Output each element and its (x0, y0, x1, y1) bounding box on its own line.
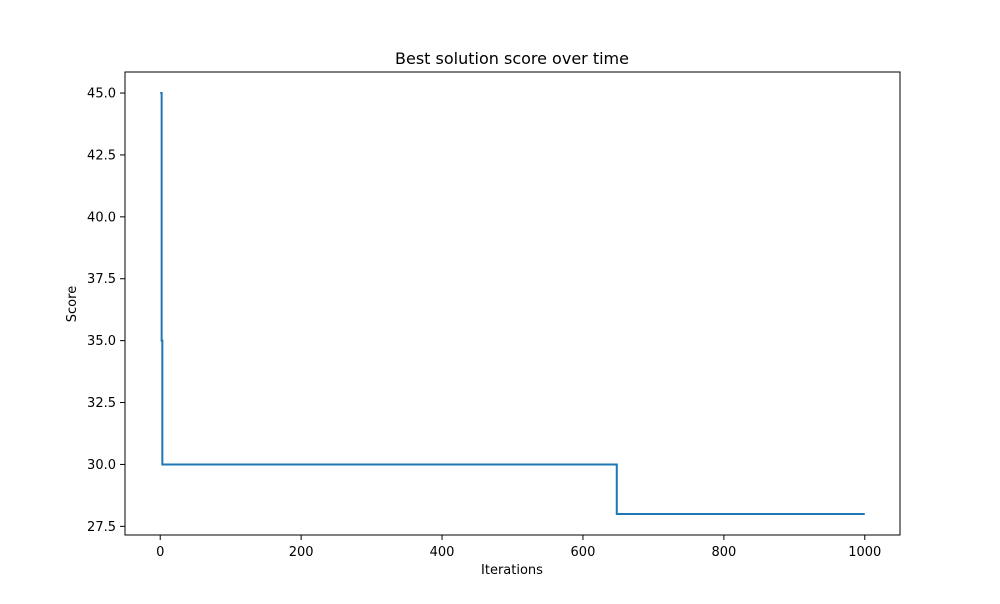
axes-frame (124, 71, 901, 536)
y-axis-label: Score (65, 286, 80, 322)
y-tick-label: 35.0 (87, 334, 116, 349)
x-tick-label: 800 (711, 545, 736, 560)
y-axis-ticks: 27.5 30.0 32.5 35.0 37.5 40.0 42.5 45.0 (87, 87, 125, 535)
plot-area (124, 71, 901, 536)
series-line-0 (160, 92, 865, 515)
chart-title: Best solution score over time (395, 49, 629, 68)
x-tick-label: 600 (571, 545, 596, 560)
x-tick-label: 0 (156, 545, 164, 560)
y-tick-label: 30.0 (87, 458, 116, 473)
x-axis-label: Iterations (481, 563, 543, 578)
y-tick-label: 42.5 (87, 148, 116, 163)
y-tick-label: 27.5 (87, 520, 116, 535)
x-axis-ticks: 0 200 400 600 800 1000 (156, 535, 881, 560)
y-tick-label: 37.5 (87, 272, 116, 287)
y-tick-label: 45.0 (87, 87, 116, 102)
y-tick-label: 40.0 (87, 210, 116, 225)
y-tick-label: 32.5 (87, 396, 116, 411)
x-tick-label: 1000 (848, 545, 881, 560)
x-tick-label: 200 (289, 545, 314, 560)
x-tick-label: 400 (430, 545, 455, 560)
